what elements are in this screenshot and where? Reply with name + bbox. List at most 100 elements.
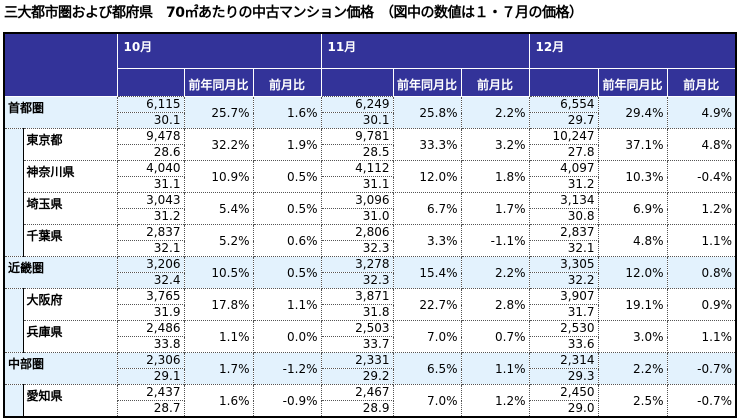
prefecture-label: 愛知県	[22, 384, 118, 418]
mom-value: 1.1%	[252, 288, 322, 321]
region-label: 首都圏	[3, 96, 118, 129]
price-value: 2,450	[528, 384, 599, 401]
age-value: 32.3	[320, 272, 394, 289]
yoy-header: 前年同月比	[597, 68, 668, 97]
age-value: 30.8	[528, 208, 599, 225]
age-value: 31.0	[320, 208, 394, 225]
mom-header: 前月比	[252, 68, 322, 97]
yoy-value: 22.7%	[392, 288, 462, 321]
age-value: 31.8	[320, 304, 394, 321]
age-value: 31.7	[528, 304, 599, 321]
yoy-value: 12.0%	[392, 160, 462, 193]
price-value: 2,503	[320, 320, 394, 337]
indent-strip	[3, 384, 23, 417]
mom-value: -1.2%	[252, 352, 322, 385]
price-value: 2,331	[320, 352, 394, 369]
price-value: 3,305	[528, 256, 599, 273]
yoy-value: 7.0%	[392, 384, 462, 418]
table-row: 31.2 31.0 30.8	[4, 208, 736, 225]
mom-value: 4.9%	[666, 96, 737, 129]
header-spacer	[116, 68, 185, 97]
yoy-value: 25.8%	[392, 96, 462, 129]
yoy-value: 5.2%	[183, 224, 254, 257]
mom-value: 0.6%	[252, 224, 322, 257]
mom-value: -1.1%	[460, 224, 530, 257]
region-label: 近畿圏	[3, 256, 118, 289]
age-value: 33.8	[116, 336, 185, 353]
yoy-value: 5.4%	[183, 192, 254, 225]
age-value: 31.1	[116, 176, 185, 193]
mom-value: 1.1%	[666, 320, 737, 353]
age-value: 29.0	[528, 400, 599, 418]
price-value: 2,806	[320, 224, 394, 241]
table-row: 31.1 31.1 31.2	[4, 176, 736, 193]
price-value: 9,781	[320, 128, 394, 145]
yoy-value: 33.3%	[392, 128, 462, 161]
age-value: 29.7	[528, 112, 599, 129]
price-value: 3,134	[528, 192, 599, 209]
mom-value: -0.7%	[666, 384, 737, 418]
indent-strip	[3, 128, 23, 257]
table-row: 32.1 32.3 32.1	[4, 240, 736, 257]
mom-header: 前月比	[666, 68, 737, 97]
mom-value: 1.9%	[252, 128, 322, 161]
price-value: 2,437	[116, 384, 185, 401]
price-value: 2,314	[528, 352, 599, 369]
age-value: 32.1	[116, 240, 185, 257]
price-value: 4,112	[320, 160, 394, 177]
price-value: 2,467	[320, 384, 394, 401]
yoy-value: 12.0%	[597, 256, 668, 289]
mom-value: 3.2%	[460, 128, 530, 161]
yoy-value: 2.2%	[597, 352, 668, 385]
yoy-value: 6.7%	[392, 192, 462, 225]
indent-strip	[3, 288, 23, 353]
price-value: 6,249	[320, 96, 394, 113]
month-header: 10月	[116, 32, 322, 69]
price-value: 2,306	[116, 352, 185, 369]
mom-value: 0.7%	[460, 320, 530, 353]
yoy-header: 前年同月比	[183, 68, 254, 97]
yoy-value: 7.0%	[392, 320, 462, 353]
price-value: 2,486	[116, 320, 185, 337]
table-row: 兵庫県 2,486 1.1% 0.0% 2,503 7.0% 0.7% 2,530 3.0% 1.…	[4, 320, 737, 353]
mom-value: 1.7%	[460, 192, 530, 225]
yoy-value: 19.1%	[597, 288, 668, 321]
mom-value: -0.7%	[666, 352, 737, 385]
price-value: 3,096	[320, 192, 394, 209]
table-row: 32.4 32.3 32.2	[4, 272, 736, 289]
price-value: 4,040	[116, 160, 185, 177]
mom-value: 2.2%	[460, 96, 530, 129]
age-value: 30.1	[116, 112, 185, 129]
age-value: 32.3	[320, 240, 394, 257]
mom-value: 0.5%	[252, 256, 322, 289]
price-value: 2,837	[116, 224, 185, 241]
table-row: 33.8 33.7 33.6	[4, 336, 736, 353]
mom-header: 前月比	[460, 68, 530, 97]
age-value: 27.8	[528, 144, 599, 161]
price-value: 3,278	[320, 256, 394, 273]
price-value: 2,837	[528, 224, 599, 241]
header-corner	[3, 32, 118, 97]
yoy-value: 37.1%	[597, 128, 668, 161]
mom-value: 0.0%	[252, 320, 322, 353]
prefecture-label: 兵庫県	[22, 320, 118, 353]
mom-value: -0.4%	[666, 160, 737, 193]
yoy-value: 4.8%	[597, 224, 668, 257]
table-row: 千葉県 2,837 5.2% 0.6% 2,806 3.3% -1.1% 2,837 4.8% 1…	[4, 224, 737, 257]
mom-value: 1.8%	[460, 160, 530, 193]
yoy-value: 10.5%	[183, 256, 254, 289]
mom-value: 0.8%	[666, 256, 737, 289]
mom-value: -0.9%	[252, 384, 322, 418]
yoy-value: 1.1%	[183, 320, 254, 353]
table-row: 愛知県 2,437 1.6% -0.9% 2,467 7.0% 1.2% 2,450 2.5% -…	[3, 384, 737, 418]
yoy-value: 6.9%	[597, 192, 668, 225]
age-value: 28.6	[116, 144, 185, 161]
price-value: 3,871	[320, 288, 394, 305]
price-value: 9,478	[116, 128, 185, 145]
yoy-value: 2.5%	[597, 384, 668, 418]
age-value: 32.4	[116, 272, 185, 289]
mom-value: 0.9%	[666, 288, 737, 321]
price-value: 3,765	[116, 288, 185, 305]
age-value: 33.6	[528, 336, 599, 353]
age-value: 31.1	[320, 176, 394, 193]
